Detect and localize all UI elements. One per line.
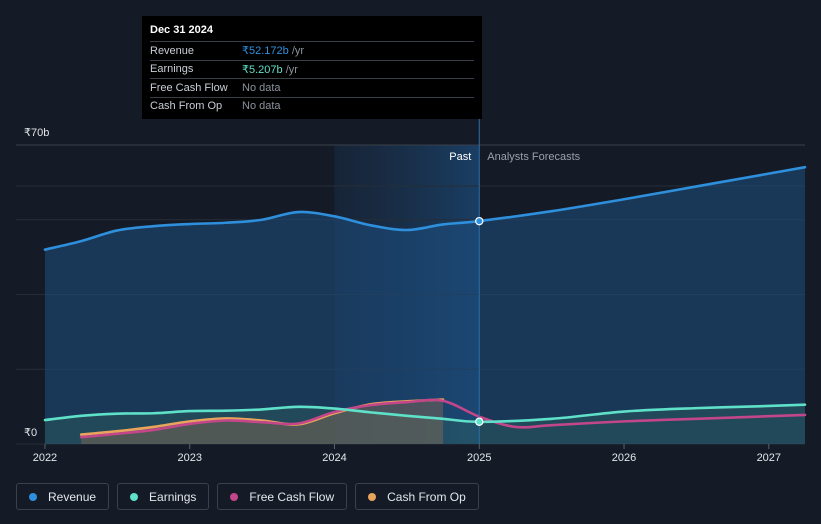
tooltip-label: Cash From Op — [150, 100, 223, 113]
series-marker-earnings — [475, 417, 484, 426]
legend-item-free-cash-flow[interactable]: Free Cash Flow — [217, 483, 348, 510]
tooltip-value: No data — [242, 100, 281, 113]
legend-dot-icon — [368, 492, 377, 501]
data-tooltip: Dec 31 2024 Revenue ₹52.172b /yr Earning… — [142, 16, 482, 119]
series-line-earnings — [43, 403, 807, 424]
series-line-revenue — [43, 165, 807, 251]
tooltip-label: Revenue — [150, 44, 195, 57]
series-line-free-cash-flow — [79, 398, 807, 439]
chart-legend: Revenue Earnings Free Cash Flow Cash Fro… — [16, 483, 479, 510]
legend-label: Revenue — [48, 489, 97, 504]
tooltip-row-free-cash-flow: Free Cash Flow No data — [150, 78, 474, 97]
x-tick-label: 2027 — [757, 452, 781, 464]
legend-item-earnings[interactable]: Earnings — [117, 483, 210, 510]
tooltip-row-cash-from-op: Cash From Op No data — [150, 96, 474, 116]
x-tick-label: 2025 — [467, 452, 491, 464]
forecast-label: Analysts Forecasts — [487, 151, 580, 163]
y-axis-label-bottom: ₹0 — [24, 427, 37, 439]
legend-dot-icon — [130, 492, 139, 501]
legend-dot-icon — [29, 492, 37, 501]
tooltip-value: No data — [242, 81, 281, 94]
legend-dot-icon — [230, 492, 239, 501]
y-axis-label-top: ₹70b — [24, 127, 49, 139]
legend-item-cash-from-op[interactable]: Cash From Op — [355, 483, 479, 510]
tooltip-value: ₹52.172b — [242, 45, 289, 58]
tooltip-row-earnings: Earnings ₹5.207b /yr — [150, 59, 474, 79]
series-area-revenue — [44, 167, 806, 444]
x-tick-label: 2023 — [177, 452, 201, 464]
legend-label: Cash From Op — [387, 489, 466, 504]
legend-item-revenue[interactable]: Revenue — [16, 483, 110, 510]
past-label: Past — [449, 151, 471, 163]
tooltip-value: ₹5.207b — [242, 63, 283, 76]
series-marker-revenue — [475, 216, 484, 226]
tooltip-unit: /yr — [288, 45, 305, 58]
x-tick-label: 2026 — [612, 452, 636, 464]
tooltip-label: Earnings — [150, 63, 194, 76]
tooltip-label: Free Cash Flow — [150, 81, 228, 94]
x-tick-label: 2022 — [33, 452, 57, 464]
legend-label: Free Cash Flow — [249, 489, 335, 504]
tooltip-row-revenue: Revenue ₹52.172b /yr — [150, 41, 474, 60]
tooltip-date: Dec 31 2024 — [150, 24, 213, 36]
x-tick-label: 2024 — [322, 452, 346, 464]
tooltip-unit: /yr — [282, 63, 298, 76]
legend-label: Earnings — [149, 489, 197, 504]
series-area-earnings — [44, 404, 806, 444]
